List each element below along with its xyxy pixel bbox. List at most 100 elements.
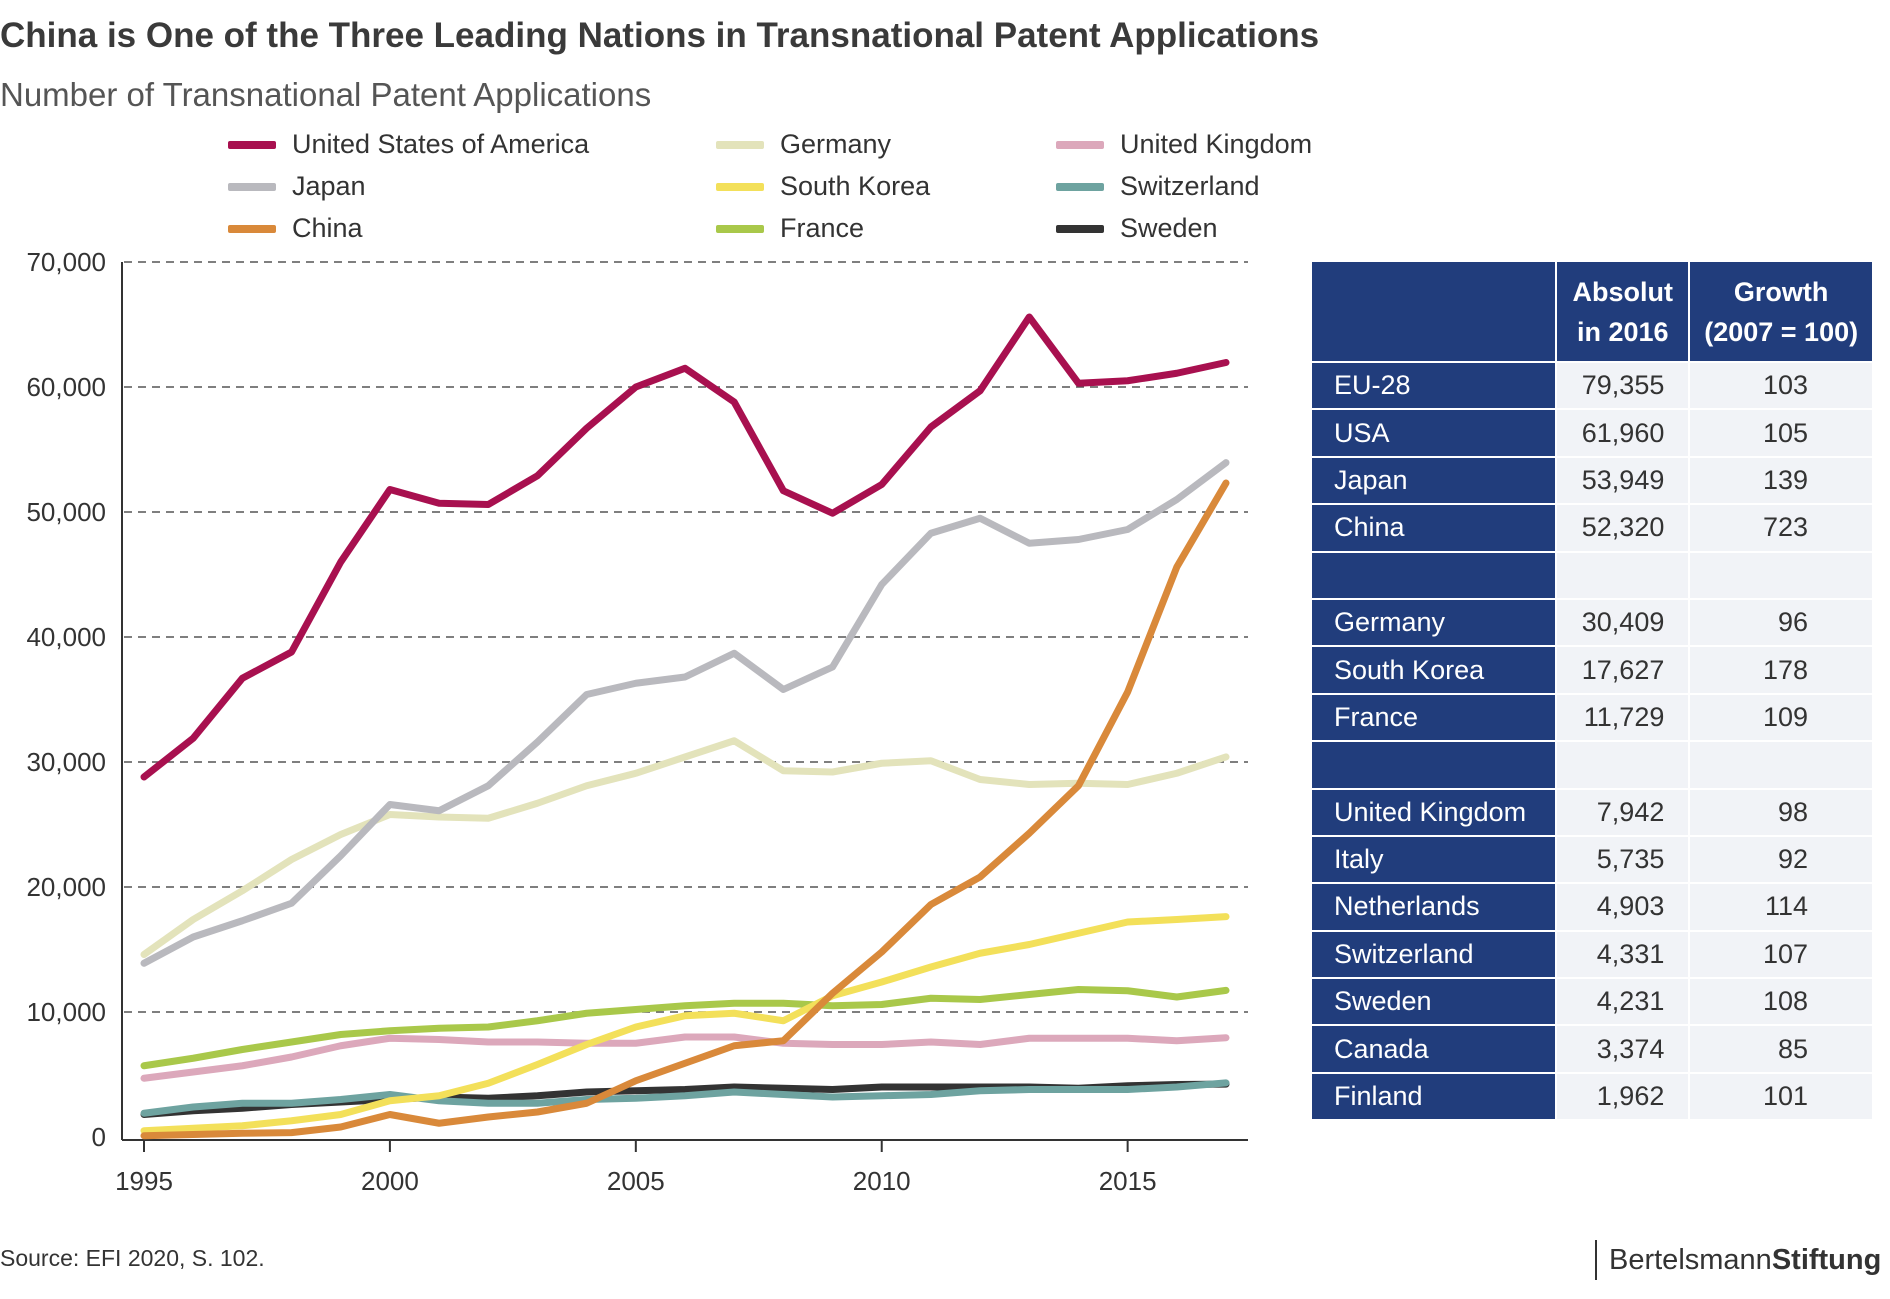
- y-tick-label: 20,000: [26, 872, 106, 902]
- table-cell-country: [1312, 551, 1557, 600]
- brand-logo: BertelsmannStiftung: [1595, 1240, 1881, 1280]
- table-cell-absolut: 3,374: [1555, 1025, 1690, 1074]
- chart-subtitle: Number of Transnational Patent Applicati…: [0, 76, 652, 113]
- header-absolut-line2: in 2016: [1576, 316, 1669, 347]
- table-cell-country: South Korea: [1312, 646, 1557, 695]
- legend-item: Switzerland: [1056, 171, 1260, 202]
- table-cell-growth: 139: [1688, 456, 1872, 506]
- y-tick-label: 60,000: [26, 372, 106, 402]
- table-cell-absolut: 17,627: [1555, 646, 1690, 695]
- legend-label: China: [292, 213, 363, 243]
- table-cell-growth: 103: [1688, 362, 1872, 411]
- table-cell-growth: 101: [1688, 1072, 1872, 1122]
- series-line: [140, 1079, 1230, 1117]
- table-cell-growth: 109: [1688, 693, 1872, 743]
- series-line: [140, 986, 1230, 1070]
- legend-swatch: [228, 182, 276, 191]
- line-chart: 0 10,000 20,000 30,000 40,000 50,000 60,000 70,…: [26, 247, 1248, 1196]
- brand-part2: Stiftung: [1771, 1244, 1882, 1276]
- table-cell-growth: [1688, 551, 1872, 600]
- table-cell-growth: 114: [1688, 883, 1872, 932]
- table-row: Switzerland 4,331 107: [1312, 930, 1872, 980]
- table-row: Italy 5,735 92: [1312, 835, 1872, 885]
- legend-swatch: [716, 140, 764, 149]
- table-cell-absolut: 61,960: [1555, 409, 1690, 458]
- table-row: Canada 3,374 85: [1312, 1025, 1872, 1074]
- series-line: [140, 479, 1230, 1140]
- table-row: South Korea 17,627 178: [1312, 646, 1872, 695]
- y-tick-label: 70,000: [26, 247, 106, 277]
- y-tick-label: 30,000: [26, 747, 106, 777]
- legend-item: China: [228, 213, 363, 244]
- table-cell-growth: 92: [1688, 835, 1872, 885]
- table-cell-growth: 108: [1688, 978, 1872, 1027]
- table-cell-absolut: 79,355: [1555, 362, 1690, 411]
- legend-swatch: [716, 224, 764, 233]
- table-cell-country: USA: [1312, 409, 1557, 458]
- legend-label: France: [780, 213, 865, 243]
- legend-item: Japan: [228, 171, 366, 202]
- table-cell-absolut: 53,949: [1555, 456, 1690, 506]
- legend-label: Japan: [292, 171, 366, 201]
- source-note: Source: EFI 2020, S. 102.: [0, 1245, 265, 1271]
- x-tick-label: 2000: [361, 1166, 419, 1196]
- table-cell-growth: [1688, 741, 1872, 790]
- legend-swatch: [1056, 224, 1104, 233]
- table-cell-country: Finland: [1312, 1072, 1557, 1122]
- table-cell-country: Sweden: [1312, 978, 1557, 1027]
- legend-item: Sweden: [1056, 213, 1218, 244]
- table-row: [1312, 551, 1872, 600]
- x-tick-label: 2015: [1099, 1166, 1157, 1196]
- table-cell-absolut: 4,231: [1555, 978, 1690, 1027]
- series-line: [140, 1033, 1230, 1082]
- table-row: [1312, 741, 1872, 790]
- table-header-absolut: Absolut in 2016: [1555, 262, 1690, 363]
- table-cell-absolut: 1,962: [1555, 1072, 1690, 1122]
- legend-item: United Kingdom: [1056, 129, 1312, 160]
- table-row: United Kingdom 7,942 98: [1312, 788, 1872, 837]
- y-tick-label: 0: [92, 1122, 106, 1152]
- patent-table: Absolut in 2016 Growth (2007 = 100) EU-2…: [1312, 262, 1872, 1122]
- table-cell-absolut: 4,903: [1555, 883, 1690, 932]
- series-line: [140, 313, 1230, 781]
- x-tick-label: 1995: [115, 1166, 173, 1196]
- table-row: France 11,729 109: [1312, 693, 1872, 743]
- table-row: EU-28 79,355 103: [1312, 362, 1872, 411]
- table-cell-country: Netherlands: [1312, 883, 1557, 932]
- legend-label: United States of America: [292, 129, 590, 159]
- legend-item: South Korea: [716, 171, 930, 202]
- table-header-row: Absolut in 2016 Growth (2007 = 100): [1312, 262, 1872, 363]
- table-cell-country: Germany: [1312, 598, 1557, 648]
- table-cell-country: Switzerland: [1312, 930, 1557, 980]
- legend-label: Switzerland: [1120, 171, 1260, 201]
- legend-label: South Korea: [780, 171, 931, 201]
- legend-swatch: [1056, 182, 1104, 191]
- header-growth-line2: (2007 = 100): [1704, 316, 1859, 347]
- table-cell-absolut: 5,735: [1555, 835, 1690, 885]
- y-tick-label: 50,000: [26, 497, 106, 527]
- table-row: China 52,320 723: [1312, 504, 1872, 553]
- table-cell-country: Canada: [1312, 1025, 1557, 1074]
- table-cell-country: China: [1312, 504, 1557, 553]
- table-row: Finland 1,962 101: [1312, 1072, 1872, 1122]
- table-cell-growth: 105: [1688, 409, 1872, 458]
- table-row: Sweden 4,231 108: [1312, 978, 1872, 1027]
- table-cell-absolut: 7,942: [1555, 788, 1690, 837]
- header-growth-line1: Growth: [1733, 276, 1829, 307]
- table-cell-growth: 85: [1688, 1025, 1872, 1074]
- y-tick-label: 10,000: [26, 997, 106, 1027]
- table-cell-absolut: 30,409: [1555, 598, 1690, 648]
- legend-label: Sweden: [1120, 213, 1218, 243]
- legend-item: United States of America: [228, 129, 589, 160]
- y-tick-label: 40,000: [26, 622, 106, 652]
- table-cell-absolut: [1555, 741, 1690, 790]
- table-header-country: [1312, 262, 1557, 363]
- table-cell-growth: 723: [1688, 504, 1872, 553]
- chart-title: China is One of the Three Leading Nation…: [0, 16, 1320, 55]
- series-line: [140, 737, 1230, 958]
- table-row: Germany 30,409 96: [1312, 598, 1872, 648]
- legend-swatch: [228, 140, 276, 149]
- table-header-growth: Growth (2007 = 100): [1688, 262, 1872, 363]
- table-row: USA 61,960 105: [1312, 409, 1872, 458]
- legend-label: United Kingdom: [1120, 129, 1313, 159]
